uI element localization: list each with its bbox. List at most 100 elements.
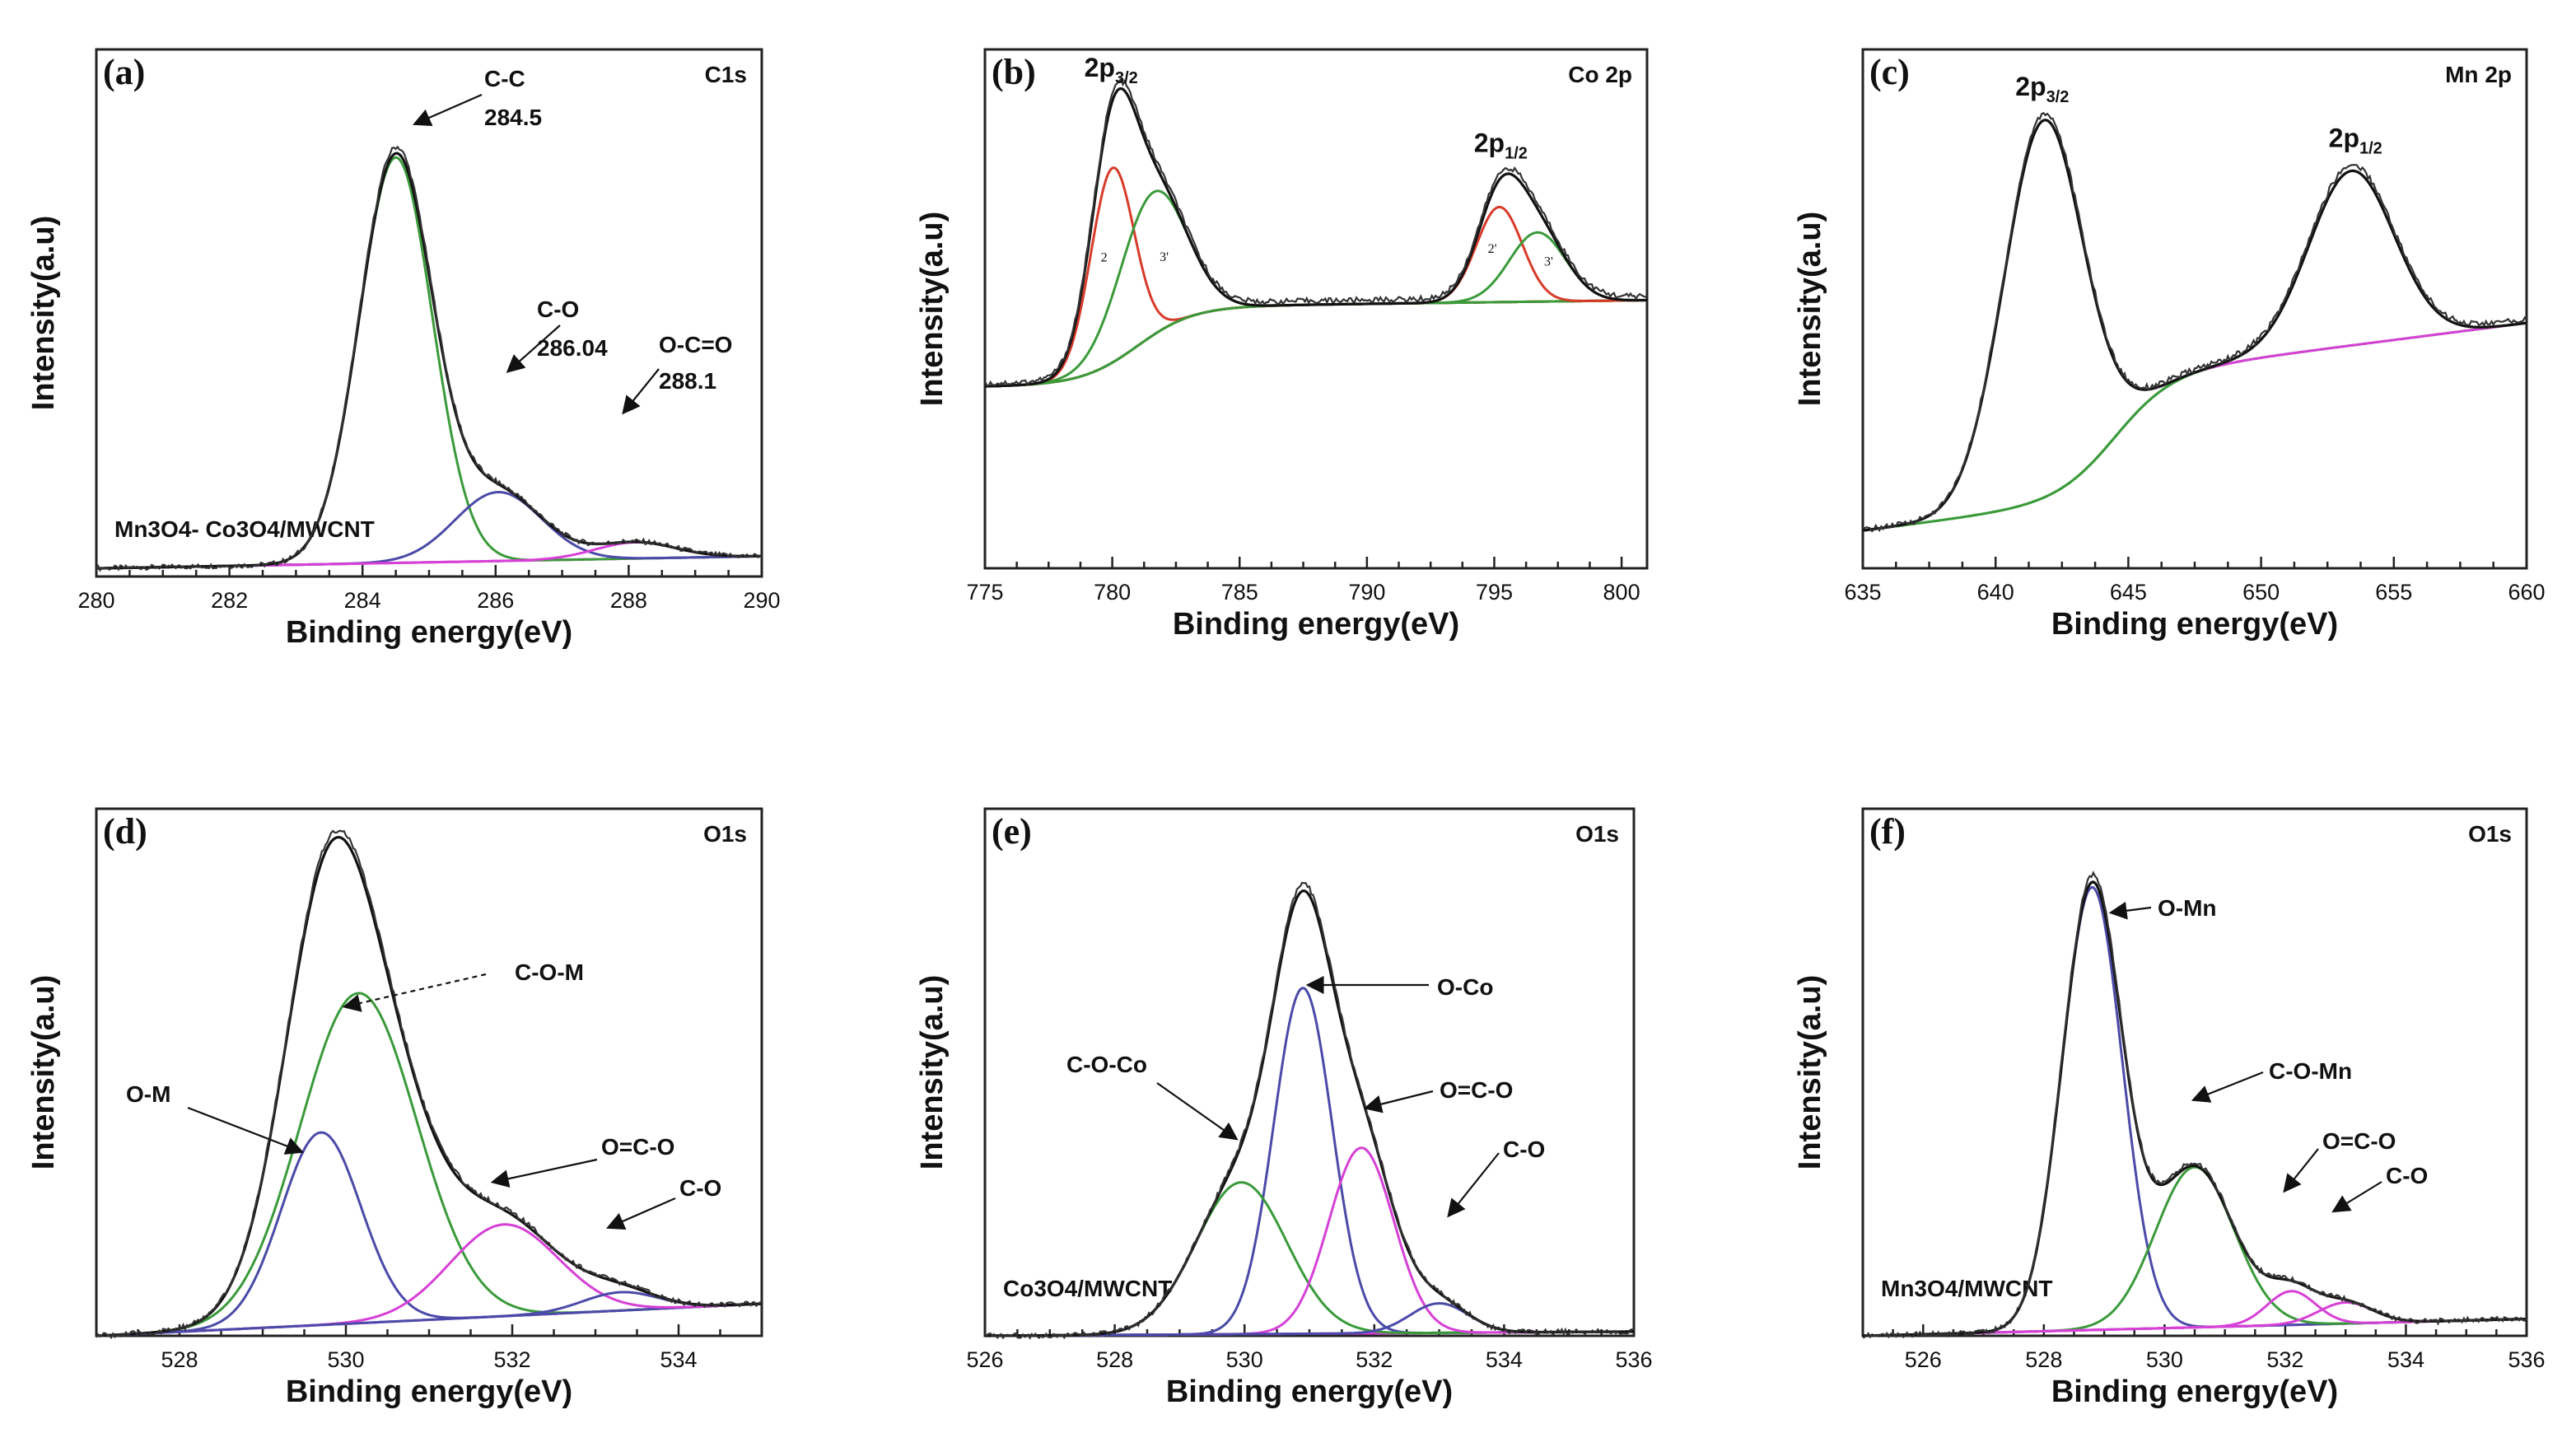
x-tick-label: 635 [1844,580,1881,604]
annotation-label: C-O-Mn [2269,1058,2352,1084]
x-tick-label: 290 [743,588,780,613]
x-tick-label: 288 [610,588,647,613]
annotation-value: 286.04 [537,335,608,361]
panel-b: 775 780 785 790 795 800 Binding energy(eV) Inte… [915,48,1649,642]
component-peak-comn [1862,1165,2527,1337]
plot-frame [1861,807,2528,1337]
x-tick-label: 800 [1603,580,1640,604]
fitted-envelope [96,835,763,1337]
x-tick-label: 536 [1615,1347,1652,1372]
annotation-arrow [506,324,561,373]
annotation-arrow [2283,1148,2319,1193]
y-axis-label: Intensity(a.u) [26,975,61,1169]
x-tick-label: 775 [966,580,1003,604]
peak-label-main: 2p [2329,123,2359,152]
component-label: 3' [1544,255,1553,269]
annotation-label: C-O-Co [1066,1052,1147,1077]
raw-data-line [1862,111,2527,533]
component-label: 2' [1488,242,1497,256]
peak-label-main: 2p [1085,53,1115,82]
y-axis-label: Intensity(a.u) [1793,212,1827,406]
x-tick-label: 526 [966,1347,1003,1372]
x-tick-label: 532 [1356,1347,1393,1372]
annotation-arrow [622,368,660,415]
component-peak-co [96,1291,763,1337]
peak-label-subscript: 1/2 [2359,139,2382,157]
annotation-label: C-O [1503,1137,1545,1162]
fitted-envelope [1862,880,2527,1337]
x-tick-label: 660 [2508,580,2545,604]
panel-title: O1s [703,821,747,847]
raw-data-line [95,145,762,572]
annotation-label: O-Co [1437,974,1493,1000]
x-tick-label: 534 [1486,1347,1523,1372]
raw-data-line [984,77,1648,387]
panel-title: O1s [2468,821,2512,847]
x-tick-label: 650 [2242,580,2280,604]
x-tick-label: 528 [2025,1347,2062,1372]
component-peak-om [96,1131,763,1337]
x-tick-label: 536 [2508,1347,2545,1372]
background-curve [1862,321,2527,532]
x-axis-label: Binding energy(eV) [286,1375,572,1409]
x-tick-label: 280 [77,588,114,613]
panel-letter: (e) [992,811,1032,852]
x-tick-label: 286 [477,588,514,613]
annotation-value: 288.1 [659,368,716,394]
y-axis-label: Intensity(a.u) [915,212,950,406]
x-tick-label: 645 [2110,580,2147,604]
panel-letter: (f) [1869,811,1906,852]
component-peak-oco [985,1146,1634,1337]
x-tick-label: 528 [161,1347,198,1372]
plot-frame [95,48,763,578]
panel-d: 528 530 532 534 Binding energy(eV) Intensity(… [26,807,763,1409]
x-axis-label: Binding energy(eV) [1166,1375,1453,1409]
x-tick-label: 790 [1348,580,1385,604]
x-tick-label: 795 [1476,580,1513,604]
annotation-label: O=C-O [601,1134,674,1160]
plot-frame [983,48,1649,570]
peak-label: 2p1/2 [2329,123,2382,157]
peak-label-subscript: 3/2 [1115,69,1138,87]
annotation-arrow [1447,1152,1500,1218]
annotation-label: O-C=O [659,332,732,357]
x-tick-label: 640 [1977,580,2014,604]
annotation-arrow [490,1158,598,1188]
x-tick-label: 534 [2387,1347,2424,1372]
panel-title: O1s [1575,821,1619,847]
annotation-arrow [2108,901,2152,920]
y-axis-label: Intensity(a.u) [915,975,950,1169]
panel-f: 526 528 530 532 534 536 Binding energy(eV) Inte… [1793,807,2546,1409]
component-peak-coco [985,1181,1634,1337]
background-curve [984,299,1647,388]
peak-label: 2p1/2 [1474,128,1528,163]
annotation-label: C-O [2386,1163,2428,1188]
panel-e: 526 528 530 532 534 536 Binding energy(eV) Inte… [915,807,1653,1409]
y-axis-label: Intensity(a.u) [1793,975,1827,1169]
component-peak-2p12 [1862,169,2527,532]
annotation-label: C-O [679,1175,721,1201]
x-tick-label: 780 [1094,580,1131,604]
x-tick-label: 785 [1221,580,1258,604]
annotation-arrow [187,1106,305,1155]
annotation-value: 284.5 [484,105,542,130]
raw-data-line [984,881,1635,1341]
x-tick-label: 532 [493,1347,530,1372]
annotation-label: O-Mn [2158,895,2217,921]
x-tick-label: 528 [1096,1347,1133,1372]
raw-data-line [96,829,763,1340]
annotation-arrow [1363,1090,1434,1113]
panel-title: Co 2p [1568,62,1632,87]
peak-label-subscript: 3/2 [2046,88,2070,106]
component-label: 3' [1160,250,1169,264]
x-tick-label: 282 [211,588,248,613]
x-tick-label: 534 [660,1347,697,1372]
peak-label: 2p3/2 [1085,53,1138,87]
panel-title: C1s [705,62,747,87]
annotation-label: O-M [126,1081,170,1107]
x-tick-label: 526 [1905,1347,1942,1372]
x-axis-label: Binding energy(eV) [2051,1375,2338,1409]
y-axis-label: Intensity(a.u) [26,216,61,410]
component-peak-omn [1862,885,2527,1337]
fitted-envelope [985,889,1634,1337]
